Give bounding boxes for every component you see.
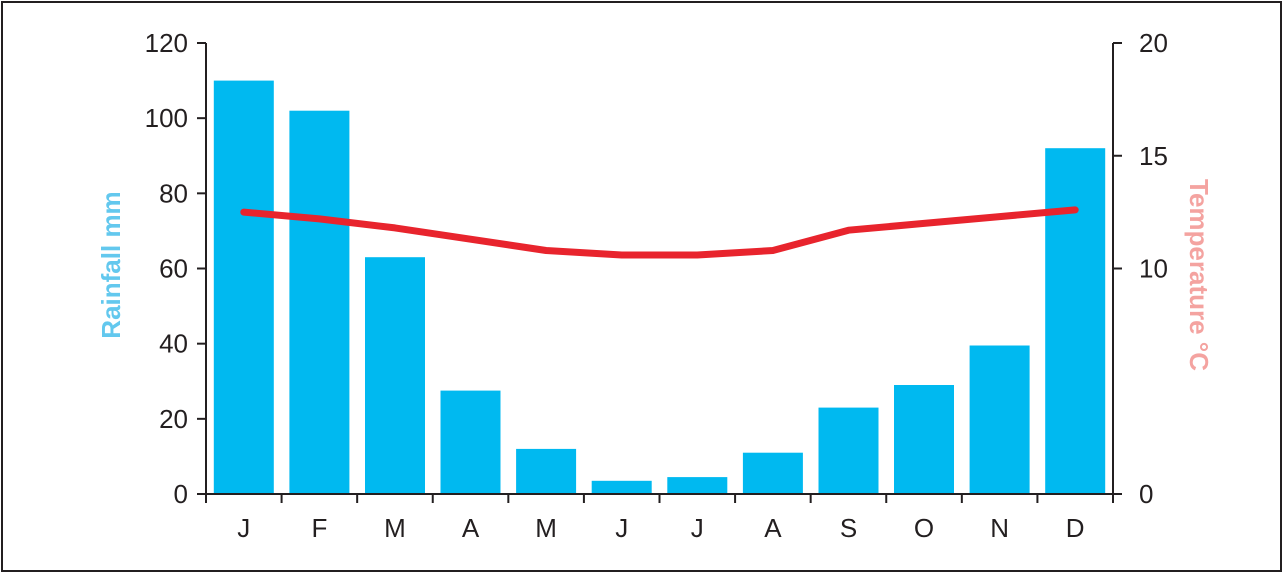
left-tick-label: 0 — [174, 479, 188, 509]
tick-labels: 0 20 40 60 80 100 120 0 10 15 20 J F M A M J J A S O N D — [145, 28, 1168, 543]
rainfall-bars — [213, 80, 1106, 494]
x-tick-label: M — [535, 513, 557, 543]
rainfall-bar — [667, 477, 728, 494]
left-tick-label: 100 — [145, 103, 188, 133]
rainfall-bar — [213, 80, 274, 494]
x-tick-label: A — [764, 513, 782, 543]
rainfall-bar — [894, 385, 954, 494]
rainfall-bar — [289, 110, 350, 494]
x-tick-label: J — [691, 513, 704, 543]
left-tick-label: 20 — [159, 404, 188, 434]
right-tick-label: 10 — [1139, 254, 1168, 284]
rainfall-bar — [365, 257, 425, 494]
x-tick-label: J — [615, 513, 628, 543]
x-tick-label: F — [311, 513, 327, 543]
axes — [197, 42, 1122, 503]
left-tick-label: 40 — [159, 329, 188, 359]
right-axis-title: Temperature °C — [1184, 179, 1214, 371]
left-axis-title: Rainfall mm — [96, 191, 126, 338]
right-tick-label: 15 — [1139, 141, 1168, 171]
left-tick-label: 120 — [145, 28, 188, 58]
rainfall-bar — [591, 480, 652, 494]
right-tick-label: 0 — [1139, 479, 1153, 509]
x-tick-label: O — [914, 513, 934, 543]
rainfall-bar — [516, 448, 577, 494]
left-tick-label: 80 — [159, 178, 188, 208]
rainfall-bar — [969, 345, 1030, 494]
left-tick-label: 60 — [159, 254, 188, 284]
x-tick-label: M — [384, 513, 406, 543]
rainfall-bar — [440, 390, 501, 494]
x-tick-label: N — [990, 513, 1009, 543]
rainfall-bar — [1045, 148, 1106, 494]
x-tick-label: A — [462, 513, 480, 543]
temperature-line — [240, 206, 1079, 259]
rainfall-bar — [818, 407, 879, 494]
rainfall-bar — [742, 452, 803, 494]
right-tick-label: 20 — [1139, 28, 1168, 58]
x-tick-label: J — [237, 513, 250, 543]
x-tick-label: S — [840, 513, 857, 543]
x-tick-label: D — [1066, 513, 1085, 543]
